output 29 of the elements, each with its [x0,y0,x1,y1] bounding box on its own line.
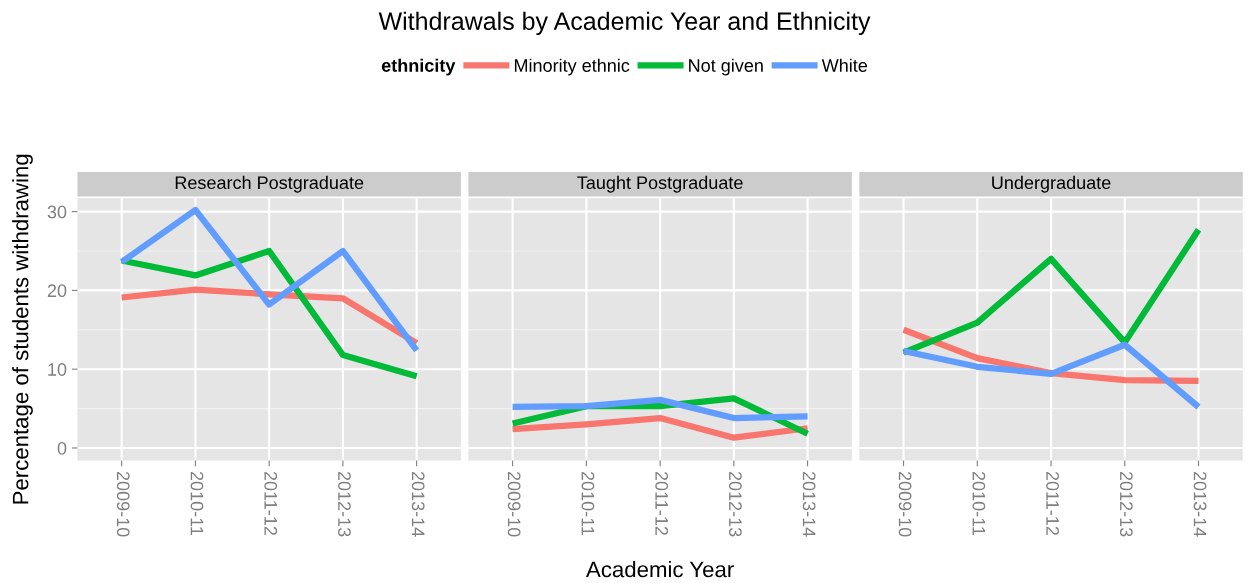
x-tick-label: 2012-13 [338,471,351,537]
legend-label: Minority ethnic [514,58,630,76]
x-tick-label: 2013-14 [802,471,816,537]
chart-subtitle: Research Postgraduate [175,175,364,193]
x-tick-label: 2013-14 [411,471,425,537]
x-tick-label: 2011-12 [655,471,669,536]
x-tick-label: 2012-13 [728,471,742,537]
chart-subtitle: Undergraduate [992,175,1111,193]
chart-subtitle: Taught Postgraduate [577,175,743,193]
x-tick-label: 2010-11 [190,471,204,536]
x-tick-label: 2011-12 [1046,471,1059,536]
text: Withdrawals by Academic Year and Ethnicity [378,11,871,35]
legend-label: Not given [689,58,763,76]
x-tick-label: 2012-13 [1119,471,1133,537]
x-tick-label: 2010-11 [972,471,986,536]
y-tick-label: 30 [47,205,67,219]
x-tick-label: 2011-12 [264,471,278,536]
x-tick-label: 2010-11 [581,471,595,536]
x-tick-label: 2009-10 [898,471,912,537]
x-tick-label: 2009-10 [507,471,521,537]
x-tick-label: 2013-14 [1193,471,1207,537]
y-axis-title: Percentage of students withdrawing [12,154,33,504]
y-tick-label: 10 [48,363,67,376]
x-axis-title: Academic Year [586,560,734,578]
y-tick-label: 20 [47,284,67,298]
legend-title: ethnicity [381,58,456,76]
y-tick-label: 0 [57,441,67,455]
x-tick-label: 2009-10 [116,471,130,537]
legend-label: White [821,58,868,72]
